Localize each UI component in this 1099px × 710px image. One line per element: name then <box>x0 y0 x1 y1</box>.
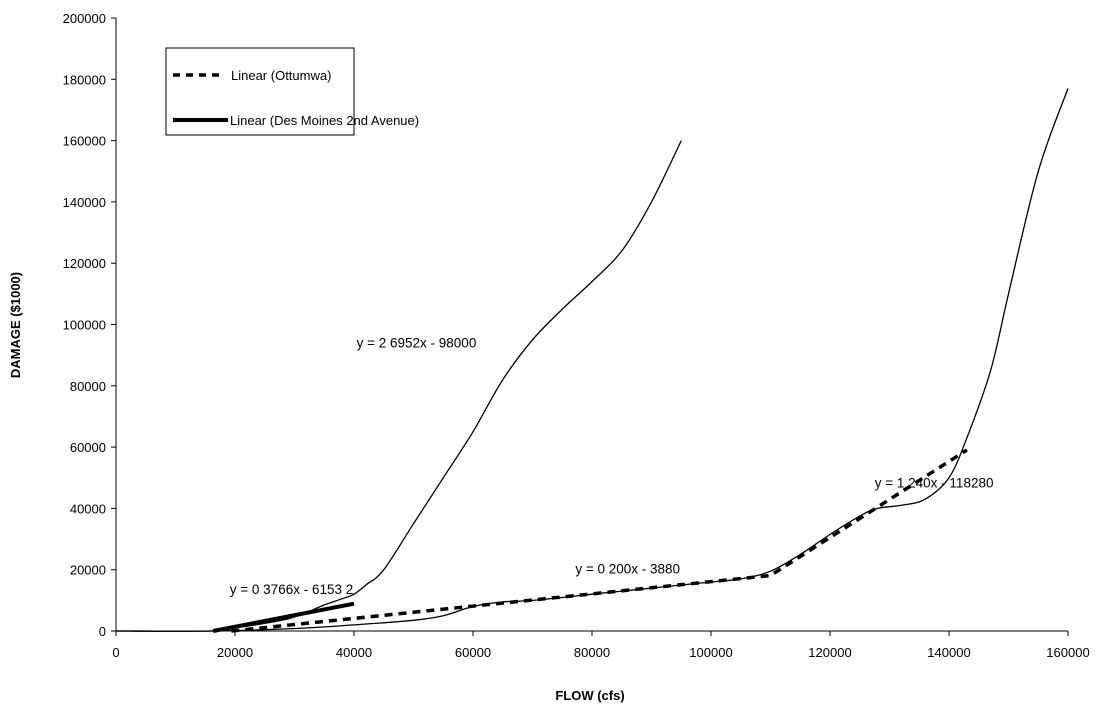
regression-equation-label: y = 2 6952x - 98000 <box>357 335 477 350</box>
y-tick-label: 180000 <box>63 72 106 87</box>
y-tick-label: 20000 <box>70 563 106 578</box>
x-tick-label: 20000 <box>217 645 253 660</box>
y-tick-label: 0 <box>99 624 106 639</box>
damage-curve-line-2 <box>115 88 1069 632</box>
x-tick-label: 0 <box>112 645 119 660</box>
legend-label-ottumwa: Linear (Ottumwa) <box>231 68 331 83</box>
legend-label-des-moines: Linear (Des Moines 2nd Avenue) <box>230 113 419 128</box>
y-tick-label: 80000 <box>70 379 106 394</box>
y-tick-label: 140000 <box>63 195 106 210</box>
x-tick-label: 120000 <box>808 645 851 660</box>
y-tick-label: 100000 <box>63 318 106 333</box>
damage-curve-line-1 <box>115 140 682 632</box>
y-tick-label: 160000 <box>63 134 106 149</box>
x-tick-label: 60000 <box>455 645 491 660</box>
x-tick-label: 160000 <box>1046 645 1089 660</box>
x-tick-label: 100000 <box>689 645 732 660</box>
regression-equation-label: y = 0 200x - 3880 <box>575 562 680 577</box>
regression-equation-label: y = 1 240x - 118280 <box>875 476 994 491</box>
y-tick-label: 40000 <box>70 501 106 516</box>
x-tick-label: 40000 <box>336 645 372 660</box>
x-tick-label: 140000 <box>927 645 970 660</box>
ottumwa-linear-fit-line <box>231 448 968 633</box>
legend: Linear (Ottumwa) Linear (Des Moines 2nd … <box>165 47 419 136</box>
annotation-layer: y = 2 6952x - 98000 y = 1 240x - 118280 y … <box>230 335 994 597</box>
regression-equation-label: y = 0 3766x - 6153 2 <box>230 582 353 597</box>
series-layer <box>115 88 1069 633</box>
y-tick-label: 200000 <box>63 11 106 26</box>
axes: 0 20000 40000 60000 80000 100000 120000 140000 1… <box>63 11 1090 660</box>
y-tick-label: 120000 <box>63 256 106 271</box>
y-tick-label: 60000 <box>70 440 106 455</box>
y-axis-title: DAMAGE ($1000) <box>8 272 23 378</box>
x-tick-label: 80000 <box>574 645 610 660</box>
des-moines-linear-fit-line <box>212 601 355 633</box>
x-axis-title: FLOW (cfs) <box>555 688 624 703</box>
